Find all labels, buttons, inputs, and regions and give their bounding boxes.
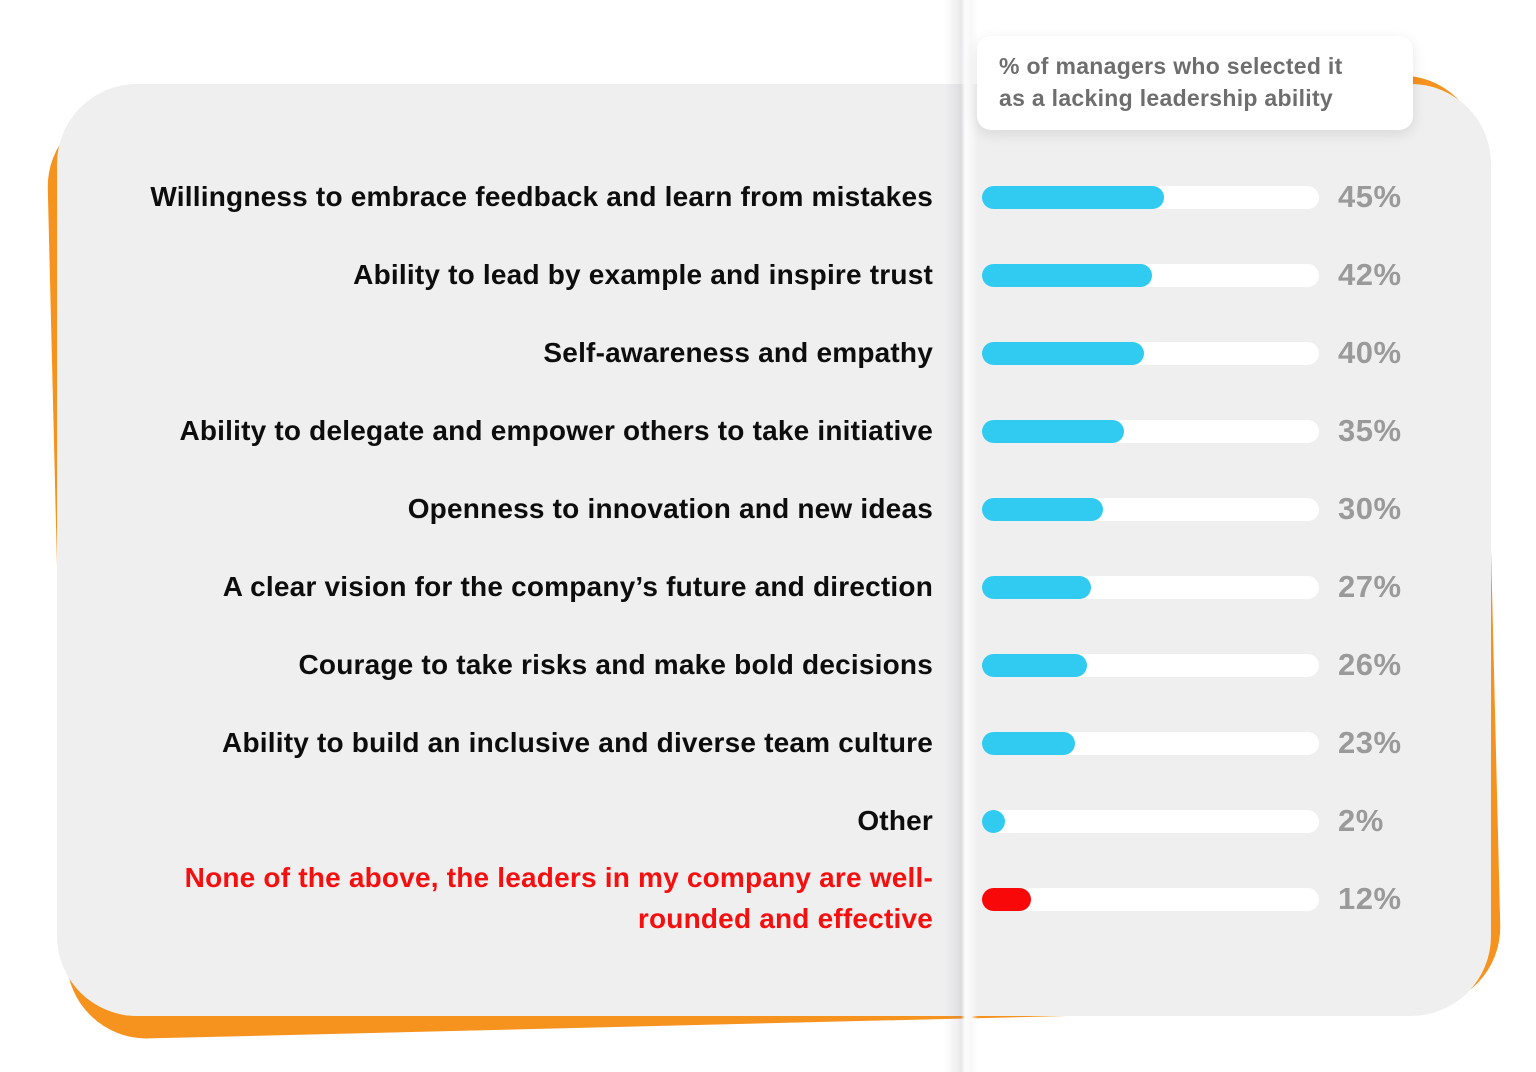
chart-title-line2: as a lacking leadership ability: [999, 84, 1333, 111]
category-label: Ability to build an inclusive and divers…: [222, 726, 933, 758]
bar-row: Courage to take risks and make bold deci…: [0, 626, 1536, 704]
bar-row: Ability to build an inclusive and divers…: [0, 704, 1536, 782]
category-label: None of the above, the leaders in my com…: [184, 862, 933, 934]
bar-track: [982, 653, 1319, 677]
bar-track: [982, 185, 1319, 209]
percent-value: 40%: [1338, 335, 1402, 370]
bar-track: [982, 731, 1319, 755]
bar-track: [982, 809, 1319, 833]
bar-row: Ability to delegate and empower others t…: [0, 392, 1536, 470]
bar-fill: [982, 263, 1152, 287]
bar-fill: [982, 731, 1075, 755]
category-label: Willingness to embrace feedback and lear…: [150, 180, 933, 212]
bar-fill: [982, 185, 1164, 209]
category-label: Ability to delegate and empower others t…: [179, 414, 933, 446]
percent-value: 23%: [1338, 725, 1402, 760]
bar-fill: [982, 575, 1092, 599]
bar-fill: [982, 809, 1005, 833]
category-label: A clear vision for the company’s future …: [222, 570, 933, 602]
bar-fill: [982, 653, 1088, 677]
bar-fill: [982, 341, 1144, 365]
bar-track: [982, 341, 1319, 365]
percent-value: 42%: [1338, 257, 1402, 292]
chart-title-line1: % of managers who selected it: [999, 53, 1343, 79]
category-label: Openness to innovation and new ideas: [407, 492, 933, 524]
bar-track: [982, 575, 1319, 599]
bar-track: [982, 887, 1319, 911]
category-label: Courage to take risks and make bold deci…: [298, 648, 933, 680]
bar-track: [982, 419, 1319, 443]
percent-value: 35%: [1338, 413, 1402, 448]
percent-value: 12%: [1338, 881, 1402, 916]
bar-row: A clear vision for the company’s future …: [0, 548, 1536, 626]
chart-card: [57, 84, 1491, 1016]
bar-track: [982, 497, 1319, 521]
bar-row: Openness to innovation and new ideas 30%: [0, 470, 1536, 548]
percent-value: 27%: [1338, 569, 1402, 604]
bar-track: [982, 263, 1319, 287]
bar-fill: [982, 887, 1031, 911]
percent-value: 45%: [1338, 179, 1402, 214]
bar-row: None of the above, the leaders in my com…: [0, 860, 1536, 938]
bar-chart-rows: Willingness to embrace feedback and lear…: [0, 158, 1536, 938]
category-label: Self-awareness and empathy: [543, 336, 933, 368]
bar-fill: [982, 419, 1124, 443]
category-label: Other: [857, 804, 933, 836]
bar-row: Ability to lead by example and inspire t…: [0, 236, 1536, 314]
category-label: Ability to lead by example and inspire t…: [353, 258, 933, 290]
percent-value: 2%: [1338, 803, 1384, 838]
chart-title-callout: % of managers who selected it as a lacki…: [977, 36, 1413, 130]
bar-row: Willingness to embrace feedback and lear…: [0, 158, 1536, 236]
bar-row: Other 2%: [0, 782, 1536, 860]
percent-value: 26%: [1338, 647, 1402, 682]
bar-row: Self-awareness and empathy 40%: [0, 314, 1536, 392]
percent-value: 30%: [1338, 491, 1402, 526]
bar-fill: [982, 497, 1104, 521]
